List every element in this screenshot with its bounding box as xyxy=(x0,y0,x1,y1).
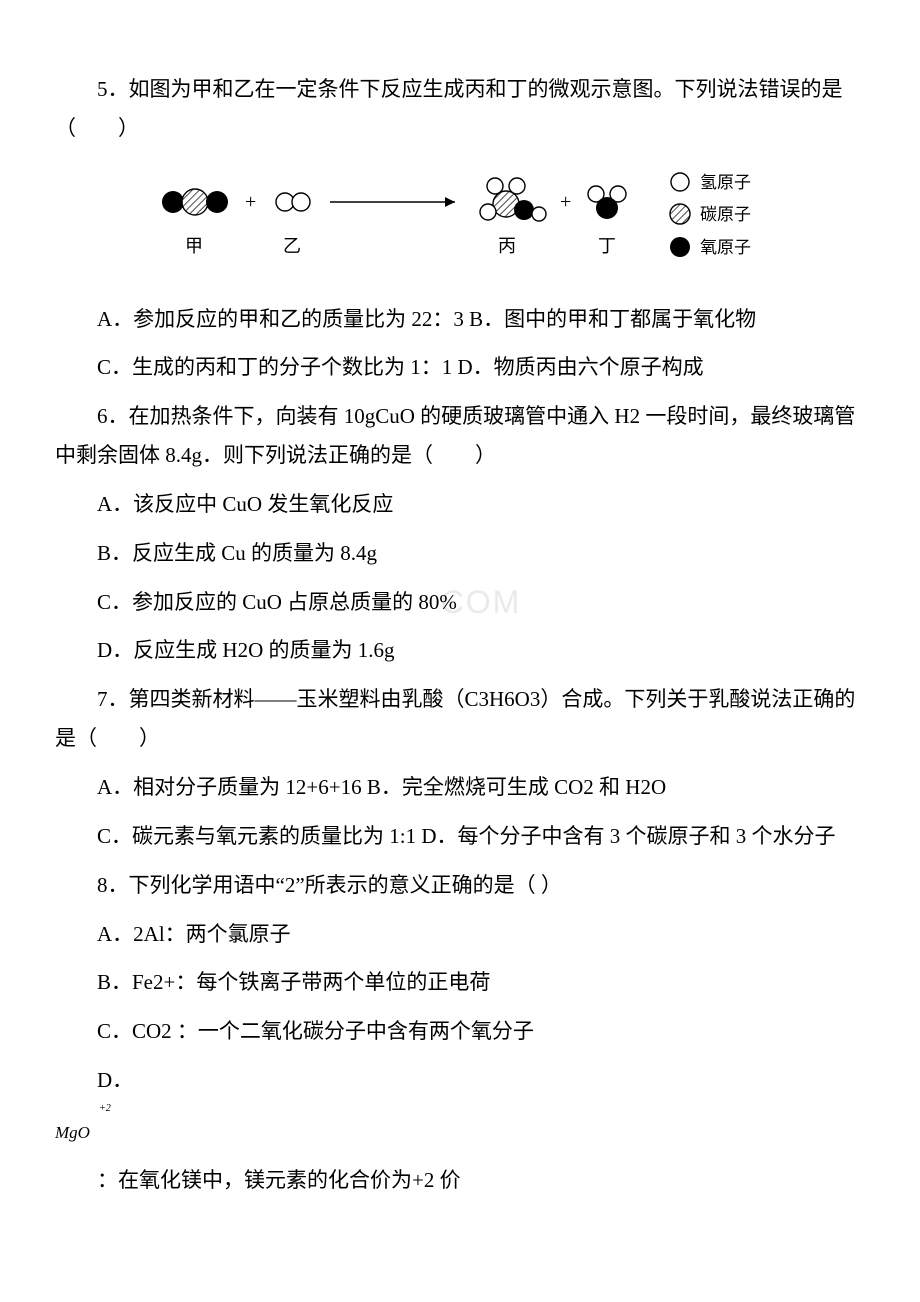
legend-o: 氧原子 xyxy=(700,238,751,257)
q6-C: C．参加反应的 CuO 占原总质量的 80% xyxy=(97,590,457,614)
q7-question: 7．第四类新材料——玉米塑料由乳酸（C3H6O3）合成。下列关于乳酸说法正确的是… xyxy=(55,680,865,758)
q8-D-prefix: D． xyxy=(97,1068,133,1092)
q8-D-formula: +2 MgO xyxy=(55,1100,865,1143)
q8-A: A．2Al：两个氯原子 xyxy=(55,915,865,954)
q7-B: B．完全燃烧可生成 CO2 和 H2O xyxy=(367,775,666,799)
reaction-diagram-svg: 氢原子 碳原子 氧原子 甲 + 乙 xyxy=(135,162,785,272)
q6-C-wrap: COM C．参加反应的 CuO 占原总质量的 80% xyxy=(55,583,865,622)
q5-B: B．图中的甲和丁都属于氧化物 xyxy=(469,307,756,331)
q7-D: D．每个分子中含有 3 个碳原子和 3 个水分子 xyxy=(421,824,835,848)
q8-D: D． +2 MgO xyxy=(55,1061,865,1151)
q8-D-tail: ：在氧化镁中，镁元素的化合价为+2 价 xyxy=(55,1161,865,1200)
q6-A: A．该反应中 CuO 发生氧化反应 xyxy=(55,485,865,524)
molecule-ding xyxy=(588,186,626,219)
q5-option-CD: C．生成的丙和丁的分子个数比为 1：1 D．物质丙由六个原子构成 xyxy=(55,348,865,387)
q5-C: C．生成的丙和丁的分子个数比为 1：1 xyxy=(97,355,458,379)
q8-C: C．CO2 ：一个二氧化碳分子中含有两个氧分子 xyxy=(55,1012,865,1051)
q6-question: 6．在加热条件下，向装有 10gCuO 的硬质玻璃管中通入 H2 一段时间，最终… xyxy=(55,397,865,475)
q7-A: A．相对分子质量为 12+6+16 xyxy=(97,775,367,799)
q5-A: A．参加反应的甲和乙的质量比为 22：3 xyxy=(97,307,469,331)
label-yi: 乙 xyxy=(283,236,301,256)
q7-CD: C．碳元素与氧元素的质量比为 1:1 D．每个分子中含有 3 个碳原子和 3 个… xyxy=(55,817,865,856)
q5-D: D．物质丙由六个原子构成 xyxy=(458,355,704,379)
q8-question: 8．下列化学用语中“2”所表示的意义正确的是（ ） xyxy=(55,866,865,905)
label-jia: 甲 xyxy=(185,236,203,256)
label-bing: 丙 xyxy=(498,236,516,256)
q6-D: D．反应生成 H2O 的质量为 1.6g xyxy=(55,631,865,670)
q7-C: C．碳元素与氧元素的质量比为 1:1 xyxy=(97,824,421,848)
plus-1: + xyxy=(245,191,256,213)
label-ding: 丁 xyxy=(598,236,616,256)
legend-h: 氢原子 xyxy=(700,173,751,192)
legend: 氢原子 碳原子 氧原子 xyxy=(670,173,751,257)
molecule-jia xyxy=(162,189,228,215)
q5-question: 5．如图为甲和乙在一定条件下反应生成丙和丁的微观示意图。下列说法错误的是（ ） xyxy=(55,70,865,148)
q8-D-sup: +2 xyxy=(57,1100,865,1119)
plus-2: + xyxy=(560,191,571,213)
q8-D-main: MgO xyxy=(55,1123,90,1142)
q5-option-AB: A．参加反应的甲和乙的质量比为 22：3 B．图中的甲和丁都属于氧化物 xyxy=(55,300,865,339)
q6-B: B．反应生成 Cu 的质量为 8.4g xyxy=(55,534,865,573)
q8-B: B．Fe2+：每个铁离子带两个单位的正电荷 xyxy=(55,963,865,1002)
q5-diagram: 氢原子 碳原子 氧原子 甲 + 乙 xyxy=(55,162,865,286)
legend-c: 碳原子 xyxy=(700,205,751,224)
molecule-bing xyxy=(480,178,546,221)
molecule-yi xyxy=(276,193,310,211)
q7-AB: A．相对分子质量为 12+6+16 B．完全燃烧可生成 CO2 和 H2O xyxy=(55,768,865,807)
